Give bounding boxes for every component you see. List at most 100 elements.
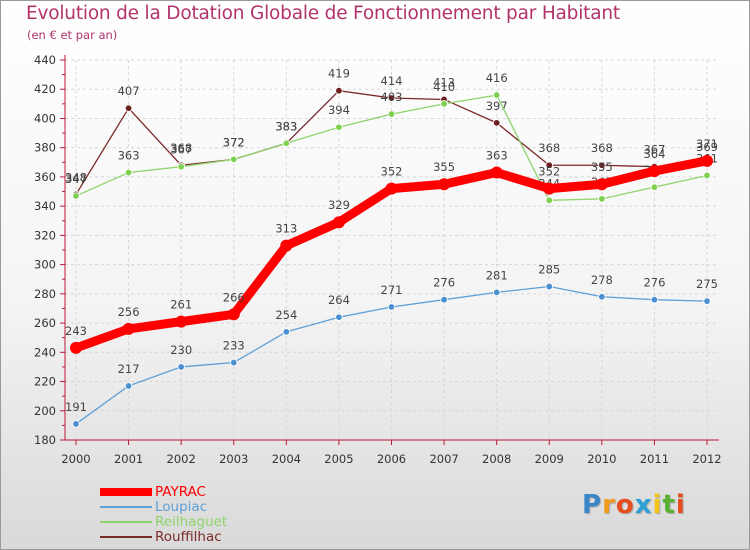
data-label: 367 — [170, 143, 192, 157]
data-label: 276 — [433, 276, 455, 290]
data-label: 313 — [275, 222, 297, 236]
series-payrac: 243 256 261 266 313 329 352 355 363 352 355 364 371 — [65, 137, 718, 354]
x-tick-label: 2005 — [324, 452, 353, 466]
x-tick-label: 2010 — [587, 452, 616, 466]
data-label: 368 — [591, 141, 613, 155]
data-point — [335, 123, 343, 131]
data-point — [177, 162, 185, 171]
data-point — [70, 341, 82, 354]
legend-label: PAYRAC — [155, 484, 206, 500]
y-tick-label: 340 — [34, 199, 56, 213]
data-label: 191 — [65, 400, 87, 414]
data-label: 413 — [433, 75, 455, 89]
data-label: 369 — [696, 140, 718, 154]
series-loupiac: 191 217 230 233 254 264 271 276 281 285 278 276 275 — [65, 263, 718, 428]
x-tick-label: 2004 — [272, 452, 301, 466]
data-point — [282, 328, 291, 336]
data-label: 285 — [538, 263, 560, 277]
y-tick-label: 420 — [34, 82, 56, 96]
data-point — [543, 182, 556, 195]
logo-letter: t — [662, 490, 676, 520]
y-tick-label: 260 — [34, 316, 56, 330]
data-point — [701, 154, 713, 167]
data-point — [595, 178, 608, 191]
logo-letter: o — [615, 490, 635, 520]
data-label: 419 — [328, 67, 350, 81]
data-point — [648, 165, 661, 178]
data-label: 266 — [223, 290, 245, 304]
data-point — [227, 308, 240, 321]
data-point — [598, 195, 606, 203]
data-point — [440, 100, 448, 108]
data-label: 383 — [275, 119, 297, 133]
x-tick-label: 2007 — [429, 452, 458, 466]
data-label: 383 — [275, 119, 297, 133]
y-tick-label: 220 — [34, 375, 56, 389]
data-label: 364 — [643, 147, 665, 161]
data-label: 372 — [223, 135, 245, 149]
x-tick-label: 2012 — [692, 452, 721, 466]
data-point — [703, 297, 711, 305]
legend-swatch — [100, 488, 152, 496]
chart-subtitle: (en € et par an) — [27, 28, 118, 42]
data-point — [230, 155, 238, 164]
data-point — [650, 295, 659, 304]
data-label: 355 — [433, 160, 455, 174]
data-label: 363 — [486, 149, 508, 163]
y-tick-label: 200 — [34, 404, 56, 418]
y-tick-label: 440 — [34, 53, 56, 67]
data-point — [492, 288, 501, 297]
legend-swatch — [100, 521, 152, 523]
legend-label: Loupiac — [155, 499, 208, 515]
data-point — [545, 282, 553, 291]
legend-swatch — [100, 506, 152, 508]
proxiti-logo: Proxiti — [582, 490, 686, 520]
data-point — [124, 168, 133, 177]
data-label: 233 — [223, 339, 245, 353]
data-point — [177, 363, 185, 371]
data-label: 352 — [381, 165, 403, 179]
logo-letter: x — [634, 490, 653, 520]
y-tick-label: 240 — [34, 345, 56, 359]
data-point — [387, 303, 396, 311]
data-label: 352 — [538, 165, 560, 179]
y-tick-label: 280 — [34, 287, 56, 301]
data-label: 368 — [538, 141, 560, 155]
legend-swatch — [100, 536, 152, 538]
data-label: 414 — [381, 74, 403, 88]
logo-letter: P — [582, 490, 603, 520]
data-point — [545, 196, 553, 205]
data-point — [545, 161, 553, 169]
data-point — [280, 239, 293, 252]
data-point — [282, 139, 291, 148]
data-label: 347 — [65, 172, 87, 186]
data-point — [598, 161, 606, 169]
data-label: 230 — [170, 343, 192, 357]
data-point — [598, 293, 606, 301]
x-tick-label: 2006 — [377, 452, 406, 466]
data-label: 367 — [643, 143, 665, 157]
x-tick-label: 2002 — [167, 452, 196, 466]
data-label: 281 — [486, 268, 508, 282]
data-label: 217 — [118, 362, 140, 376]
data-label: 371 — [696, 137, 718, 151]
y-tick-label: 360 — [34, 170, 56, 184]
x-tick-label: 2009 — [535, 452, 564, 466]
data-label: 368 — [170, 141, 192, 155]
data-label: 407 — [118, 84, 140, 98]
x-tick-label: 2001 — [114, 452, 143, 466]
legend-label: Reilhaguet — [155, 514, 228, 530]
data-label: 278 — [591, 273, 613, 287]
data-label: 403 — [381, 90, 403, 104]
data-label: 416 — [486, 71, 508, 85]
y-tick-label: 380 — [34, 141, 56, 155]
logo-letter: i — [675, 490, 686, 520]
data-point — [335, 313, 343, 321]
data-point — [703, 171, 711, 180]
x-tick-label: 2008 — [482, 452, 511, 466]
data-point — [124, 104, 133, 112]
data-point — [492, 91, 501, 99]
data-point — [492, 119, 501, 127]
data-label: 355 — [591, 160, 613, 174]
